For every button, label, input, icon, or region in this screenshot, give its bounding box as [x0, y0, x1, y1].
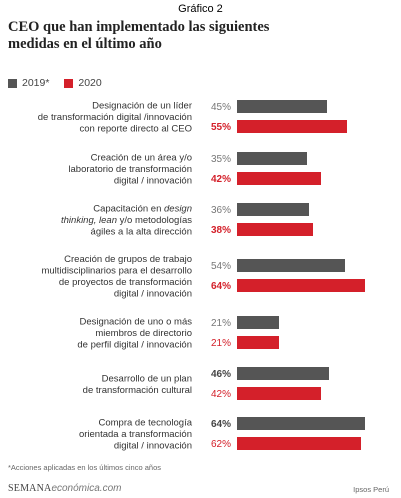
category-label-3-line-3: ágiles a la alta dirección [91, 227, 192, 238]
category-label-3-line-1: Capacitación en design [93, 204, 192, 215]
category-label-1-line-3: con reporte directo al CEO [79, 124, 192, 135]
bar-2019-4 [237, 259, 345, 272]
category-label-4-line-1: Creación de grupos de trabajo [64, 254, 192, 265]
brand-semana: SEMANA [8, 483, 52, 494]
bar-2019-5 [237, 316, 279, 329]
category-label-6-line-2: de transformación cultural [83, 385, 192, 396]
bar-2020-5 [237, 336, 279, 349]
chart-number-label: Gráfico 2 [178, 3, 223, 15]
category-label-2-line-1: Creación de un área y/o [91, 153, 192, 164]
value-label-2020-4: 64% [211, 281, 231, 292]
category-label-2-line-2: laboratorio de transformación [68, 164, 192, 175]
category-label-6-line-1: Desarrollo de un plan [102, 373, 192, 384]
category-label-4-line-3: de proyectos de transformación [59, 277, 192, 288]
category-label-7-line-3: digital / innovación [114, 441, 192, 452]
value-label-2020-2: 42% [211, 174, 231, 185]
bar-2020-2 [237, 172, 321, 185]
legend-label-2019: 2019* [22, 77, 50, 89]
category-label-2-line-3: digital / innovación [114, 176, 192, 187]
legend-item-2019: 2019* [8, 77, 49, 89]
value-label-2020-5: 21% [211, 338, 231, 349]
category-label-4-line-4: digital / innovación [114, 288, 192, 299]
bar-2019-1 [237, 100, 327, 113]
bar-2019-3 [237, 203, 309, 216]
value-label-2019-2: 35% [211, 154, 231, 165]
category-label-3-line-2: thinking, lean y/o metodologías [61, 215, 192, 226]
legend-item-2020: 2020 [64, 77, 102, 89]
chart-title: CEO que han implementado las siguientes … [8, 19, 388, 53]
legend-label-2020: 2020 [78, 77, 102, 89]
category-label-1-line-1: Designación de un líder [92, 101, 192, 112]
legend: 2019* 2020 [8, 77, 114, 91]
value-label-2019-7: 64% [211, 419, 231, 430]
legend-swatch-2020 [64, 78, 74, 88]
category-label-5-line-2: miembros de directorio [95, 328, 192, 339]
value-label-2019-6: 46% [211, 369, 231, 380]
bar-2019-6 [237, 367, 329, 380]
value-label-2019-4: 54% [211, 261, 231, 272]
value-label-2019-1: 45% [211, 102, 231, 113]
bar-2019-7 [237, 417, 365, 430]
category-label-5-line-1: Designación de uno o más [79, 317, 192, 328]
category-label-4-line-2: multidisciplinarios para el desarrollo [41, 265, 192, 276]
category-label-5-line-3: de perfil digital / innovación [77, 340, 192, 351]
bar-2020-4 [237, 279, 365, 292]
value-label-2020-6: 42% [211, 389, 231, 400]
category-label-7-line-2: orientada a transformación [79, 429, 192, 440]
chart-title-line-2: medidas en el último año [8, 36, 162, 52]
chart-title-line-1: CEO que han implementado las siguientes [8, 19, 270, 35]
source-label: Ipsos Perú [353, 485, 389, 494]
footnote: *Acciones aplicadas en los últimos cinco… [8, 463, 161, 472]
value-label-2020-1: 55% [211, 122, 231, 133]
bar-2020-3 [237, 223, 313, 236]
value-label-2019-3: 36% [211, 205, 231, 216]
category-label-7-line-1: Compra de tecnología [99, 418, 193, 429]
bar-2020-1 [237, 120, 347, 133]
category-label-1-line-2: de transformación digital /innovación [38, 112, 192, 123]
value-label-2019-5: 21% [211, 318, 231, 329]
bar-2020-7 [237, 437, 361, 450]
bar-2020-6 [237, 387, 321, 400]
brand-logo: SEMANAeconómica.com [8, 483, 121, 494]
value-label-2020-3: 38% [211, 225, 231, 236]
bar-2019-2 [237, 152, 307, 165]
value-label-2020-7: 62% [211, 439, 231, 450]
brand-economica: económica.com [51, 483, 122, 494]
legend-swatch-2019 [8, 78, 17, 88]
